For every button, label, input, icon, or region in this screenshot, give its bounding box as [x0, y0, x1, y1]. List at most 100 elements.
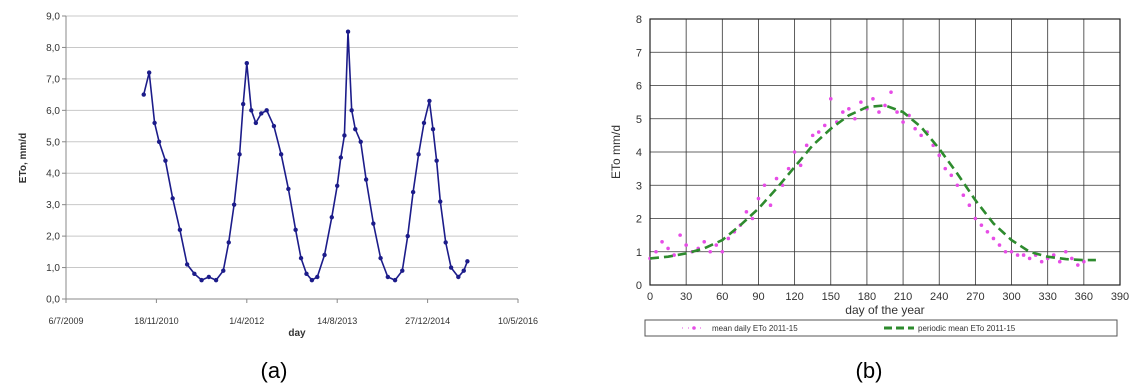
chart-a-data-point [264, 108, 269, 113]
chart-a-data-point [378, 255, 383, 261]
chart-b-x-tick-label: 300 [1002, 291, 1020, 303]
chart-b-daily-point [973, 216, 978, 221]
chart-a-data-point [400, 268, 405, 273]
chart-b-daily-point [1063, 249, 1068, 254]
chart-b-daily-point [1069, 256, 1074, 261]
chart-a-data-point [349, 108, 354, 113]
chart-b-daily-point [937, 153, 942, 158]
chart-a-data-point [253, 120, 259, 126]
chart-a-x-tick-label: 14/8/2013 [317, 316, 357, 326]
chart-a-x-tick-label: 27/12/2014 [405, 316, 450, 326]
chart-b-daily-point [654, 249, 658, 254]
chart-b-daily-point [955, 183, 960, 188]
chart-b-daily-point [943, 166, 948, 171]
chart-b-daily-point [726, 236, 731, 241]
chart-a-data-point [156, 139, 162, 144]
chart-b-daily-point [949, 173, 954, 178]
chart-a-data-point [335, 183, 340, 188]
chart-a-data-point [141, 92, 146, 97]
chart-a-data-point [358, 139, 363, 144]
chart-b-daily-point [967, 203, 972, 207]
chart-b-daily-point [1076, 263, 1080, 267]
chart-a: 0,0 1,0 2,0 3,0 4,0 5,0 6,0 7,0 8,0 9,0 6/7/2009 1… [18, 12, 538, 384]
chart-a-data-point [461, 268, 466, 273]
chart-b-daily-point [774, 176, 779, 181]
chart-a-data-point [213, 277, 219, 283]
chart-a-x-axis-label: day [288, 328, 306, 339]
chart-a-data-point [244, 60, 249, 66]
chart-a-data-point [363, 177, 369, 182]
chart-a-data-point [353, 127, 358, 132]
chart-b-y-tick-label: 0 [636, 280, 642, 292]
chart-b-daily-point [847, 106, 851, 111]
chart-a-data-point [298, 255, 304, 261]
chart-b-daily-point [744, 210, 749, 214]
chart-b-daily-point [714, 243, 719, 247]
chart-b-daily-point [883, 103, 887, 108]
chart-b-daily-point [841, 110, 845, 114]
chart-b-daily-point [756, 196, 761, 201]
chart-a-y-tick-label: 2,0 [46, 232, 60, 243]
chart-b-daily-point [1021, 253, 1026, 257]
chart-a-x-tick-label: 18/11/2010 [134, 316, 178, 326]
chart-a-data-point [192, 271, 197, 277]
chart-a-data-point [231, 202, 237, 207]
chart-b-daily-point [979, 223, 984, 227]
chart-a-series [141, 29, 470, 283]
chart-b-x-tick-label: 180 [858, 291, 876, 303]
chart-a-x-tick-label: 6/7/2009 [48, 316, 83, 326]
chart-b-daily-point [1082, 259, 1086, 264]
chart-b-y-tick-label: 8 [636, 14, 642, 26]
chart-b-frame [649, 18, 1121, 286]
chart-b-daily-point [666, 246, 670, 251]
chart-b-y-tick-label: 2 [636, 214, 642, 226]
chart-b-x-tick-label: 150 [822, 291, 840, 303]
chart-a-gridlines [62, 15, 519, 303]
chart-b-daily-point [660, 239, 664, 244]
chart-a-data-point [177, 227, 183, 233]
chart-a-data-point [410, 189, 416, 195]
chart-b-x-tick-labels: 0 30 60 90 120 150 180 210 240 270 300 330 360 390 [647, 291, 1129, 303]
chart-a-data-point [237, 152, 242, 157]
chart-a-y-tick-label: 8,0 [46, 43, 60, 54]
chart-b-daily-point [678, 233, 682, 237]
chart-a-data-point [199, 277, 204, 283]
chart-a-data-point [315, 274, 320, 280]
chart-b-y-tick-label: 7 [636, 47, 642, 59]
chart-b-daily-point [798, 163, 803, 168]
chart-b-daily-point [997, 243, 1002, 247]
chart-b-daily-point [816, 130, 821, 134]
chart-a-data-point [371, 221, 376, 226]
chart-b-daily-point [871, 97, 875, 101]
chart-b-daily-point [985, 230, 990, 234]
chart-b-daily-point [889, 90, 893, 94]
chart-b-daily-point [1057, 259, 1062, 264]
chart-a-data-point [304, 271, 309, 277]
chart-b-daily-point [853, 116, 857, 121]
caption-a: (a) [261, 358, 288, 383]
chart-a-data-point [271, 123, 277, 129]
chart-b-y-tick-label: 5 [636, 114, 642, 126]
chart-a-data-point [249, 108, 254, 113]
chart-a-y-tick-label: 4,0 [46, 169, 60, 180]
chart-b-daily-point [786, 166, 791, 171]
chart-b-daily-point [907, 113, 911, 118]
chart-a-data-point [170, 196, 175, 201]
chart-a-data-point [322, 252, 327, 258]
chart-b-daily-point [810, 133, 815, 138]
chart-a-data-point [438, 199, 443, 204]
chart-b-daily-point [804, 143, 809, 148]
chart-a-data-point [309, 277, 315, 283]
chart-b-daily-point [750, 216, 755, 221]
chart-a-data-point [286, 186, 291, 192]
chart-b-x-tick-label: 120 [785, 291, 803, 303]
chart-a-y-tick-label: 1,0 [46, 263, 60, 274]
chart-a-data-point [434, 158, 439, 163]
chart-b-daily-point [913, 126, 917, 131]
chart-b-x-tick-label: 0 [647, 291, 653, 303]
chart-a-data-point [278, 152, 284, 157]
chart-a-y-tick-label: 0,0 [46, 295, 60, 306]
chart-b-x-tick-label: 30 [680, 291, 692, 303]
chart-b-daily-point [672, 253, 676, 257]
